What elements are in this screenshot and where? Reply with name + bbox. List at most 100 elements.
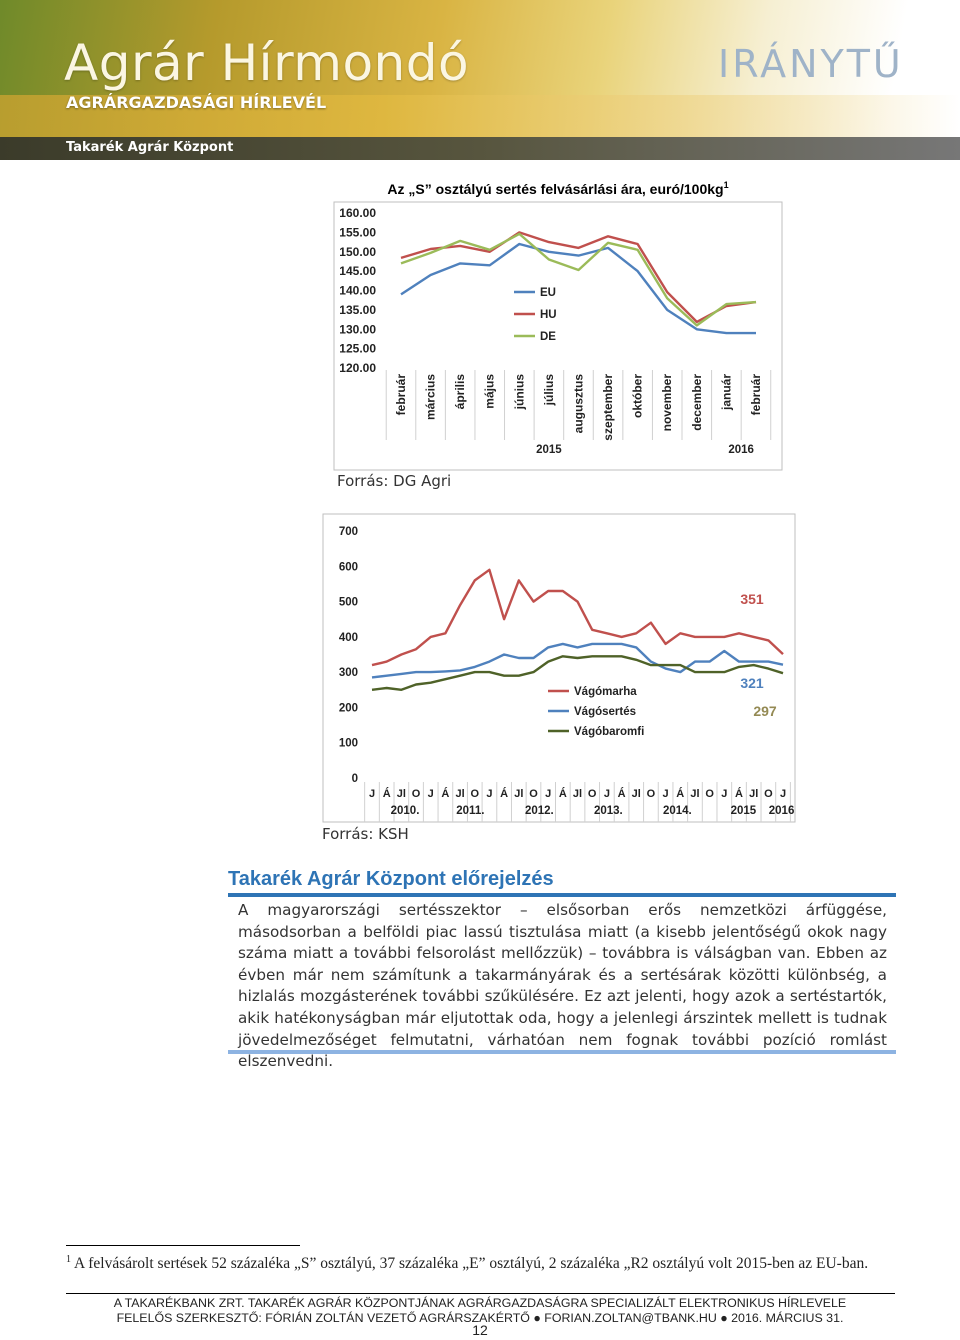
x-tick-label: november — [660, 374, 674, 432]
chart-frame — [333, 201, 783, 471]
x-tick-label: július — [542, 374, 556, 407]
x-tick-label: Jl — [573, 788, 582, 800]
x-tick-label: Á — [441, 787, 449, 800]
annotation: 321 — [740, 675, 764, 691]
footnote-rule — [66, 1245, 300, 1246]
header-subtitle: AGRÁRGAZDASÁGI HÍRLEVÉL — [66, 93, 327, 112]
footer-line: A TAKARÉKBANK ZRT. TAKARÉK AGRÁR KÖZPONT… — [113, 1296, 847, 1310]
footer-line: FELELŐS SZERKESZTŐ: FÓRIÁN ZOLTÁN VEZETŐ… — [116, 1311, 844, 1325]
series-line — [400, 242, 756, 335]
x-tick-label: Á — [618, 787, 626, 800]
section-rule — [228, 1050, 896, 1054]
series-line — [400, 232, 757, 327]
y-tick-label: 160.00 — [339, 206, 376, 220]
chart-source: Forrás: KSH — [322, 825, 409, 843]
x-group-label: 2012. — [525, 805, 554, 817]
header-title: Agrár Hírmondó — [64, 34, 470, 92]
legend-label: EU — [540, 287, 556, 299]
x-group-label: 2014. — [663, 805, 692, 817]
y-tick-label: 120.00 — [339, 361, 376, 375]
section-rule — [228, 893, 896, 897]
legend-label: Vágósertés — [574, 706, 636, 718]
x-tick-label: április — [453, 374, 467, 410]
y-tick-label: 400 — [339, 632, 358, 644]
chart-title-text: Az „S” osztályú sertés felvásárlási ára,… — [387, 181, 723, 197]
x-tick-label: szeptember — [601, 374, 615, 441]
x-group-label: 2010. — [391, 805, 420, 817]
x-tick-label: O — [647, 788, 656, 800]
x-tick-label: O — [470, 788, 479, 800]
x-tick-label: J — [545, 788, 551, 800]
y-tick-label: 130.00 — [339, 322, 376, 336]
x-tick-label: Á — [500, 787, 508, 800]
header-org: Takarék Agrár Központ — [66, 140, 234, 155]
x-tick-label: Jl — [632, 788, 641, 800]
banner-strip — [0, 137, 960, 160]
x-group-label: 2016 — [728, 444, 754, 456]
x-tick-label: J — [780, 788, 786, 800]
banner-field — [0, 95, 960, 140]
x-tick-label: Jl — [514, 788, 523, 800]
x-tick-label: augusztus — [571, 374, 585, 434]
series-line — [400, 231, 757, 324]
y-tick-label: 125.00 — [339, 342, 376, 356]
legend-label: Vágómarha — [574, 686, 637, 698]
x-group-label: 2011. — [456, 805, 484, 817]
y-tick-label: 135.00 — [339, 303, 376, 317]
footnote: 1 A felvásárolt sertések 52 százaléka „S… — [66, 1250, 886, 1273]
footnote-text: A felvásárolt sertések 52 százaléka „S” … — [74, 1255, 869, 1273]
y-tick-label: 0 — [352, 773, 358, 785]
x-group-label: 2016 — [769, 805, 795, 817]
x-tick-label: december — [690, 374, 704, 431]
x-tick-label: O — [588, 788, 597, 800]
chart-title: Az „S” osztályú sertés felvásárlási ára,… — [387, 180, 728, 197]
y-tick-label: 700 — [339, 526, 358, 538]
annotation: 297 — [753, 703, 777, 719]
x-tick-label: Jl — [690, 788, 699, 800]
y-tick-label: 100 — [339, 738, 358, 750]
section-title: Takarék Agrár Központ előrejelzés — [228, 868, 554, 890]
x-tick-label: február — [394, 374, 408, 416]
x-tick-label: J — [369, 788, 375, 800]
x-tick-label: Á — [559, 787, 567, 800]
x-group-label: 2015 — [731, 805, 757, 817]
chart-frame — [322, 513, 796, 823]
y-tick-label: 200 — [339, 702, 358, 714]
legend-label: HU — [540, 309, 557, 321]
y-tick-label: 145.00 — [339, 264, 376, 278]
chart-title-sup: 1 — [724, 180, 729, 190]
x-tick-label: J — [486, 788, 492, 800]
x-tick-label: Á — [676, 787, 684, 800]
x-tick-label: Á — [735, 787, 743, 800]
section-text: A magyarországi sertésszektor – elsősorb… — [238, 901, 887, 1071]
x-group-label: 2013. — [594, 805, 623, 817]
y-tick-label: 140.00 — [339, 284, 376, 298]
annotation: 351 — [740, 591, 764, 607]
x-tick-label: O — [764, 788, 773, 800]
y-tick-label: 155.00 — [339, 225, 376, 239]
x-tick-label: június — [512, 374, 526, 411]
footnote-mark: 1 — [66, 1254, 71, 1265]
series-line — [371, 655, 784, 691]
x-tick-label: Á — [383, 787, 391, 800]
x-tick-label: O — [705, 788, 714, 800]
x-tick-label: J — [663, 788, 669, 800]
x-tick-label: J — [428, 788, 434, 800]
series-line — [371, 568, 784, 667]
x-tick-label: március — [424, 374, 438, 420]
x-tick-label: május — [483, 374, 497, 409]
x-tick-label: O — [412, 788, 421, 800]
x-group-label: 2015 — [536, 444, 562, 456]
chart-source: Forrás: DG Agri — [337, 472, 452, 490]
legend-label: DE — [540, 331, 556, 343]
header-brand: IRÁNYTŰ — [718, 42, 904, 86]
x-tick-label: J — [721, 788, 727, 800]
x-tick-label: október — [631, 374, 645, 418]
x-tick-label: J — [604, 788, 610, 800]
x-tick-label: O — [529, 788, 538, 800]
legend-label: Vágóbaromfi — [574, 726, 644, 738]
banner — [0, 0, 960, 160]
x-tick-label: január — [719, 374, 733, 411]
